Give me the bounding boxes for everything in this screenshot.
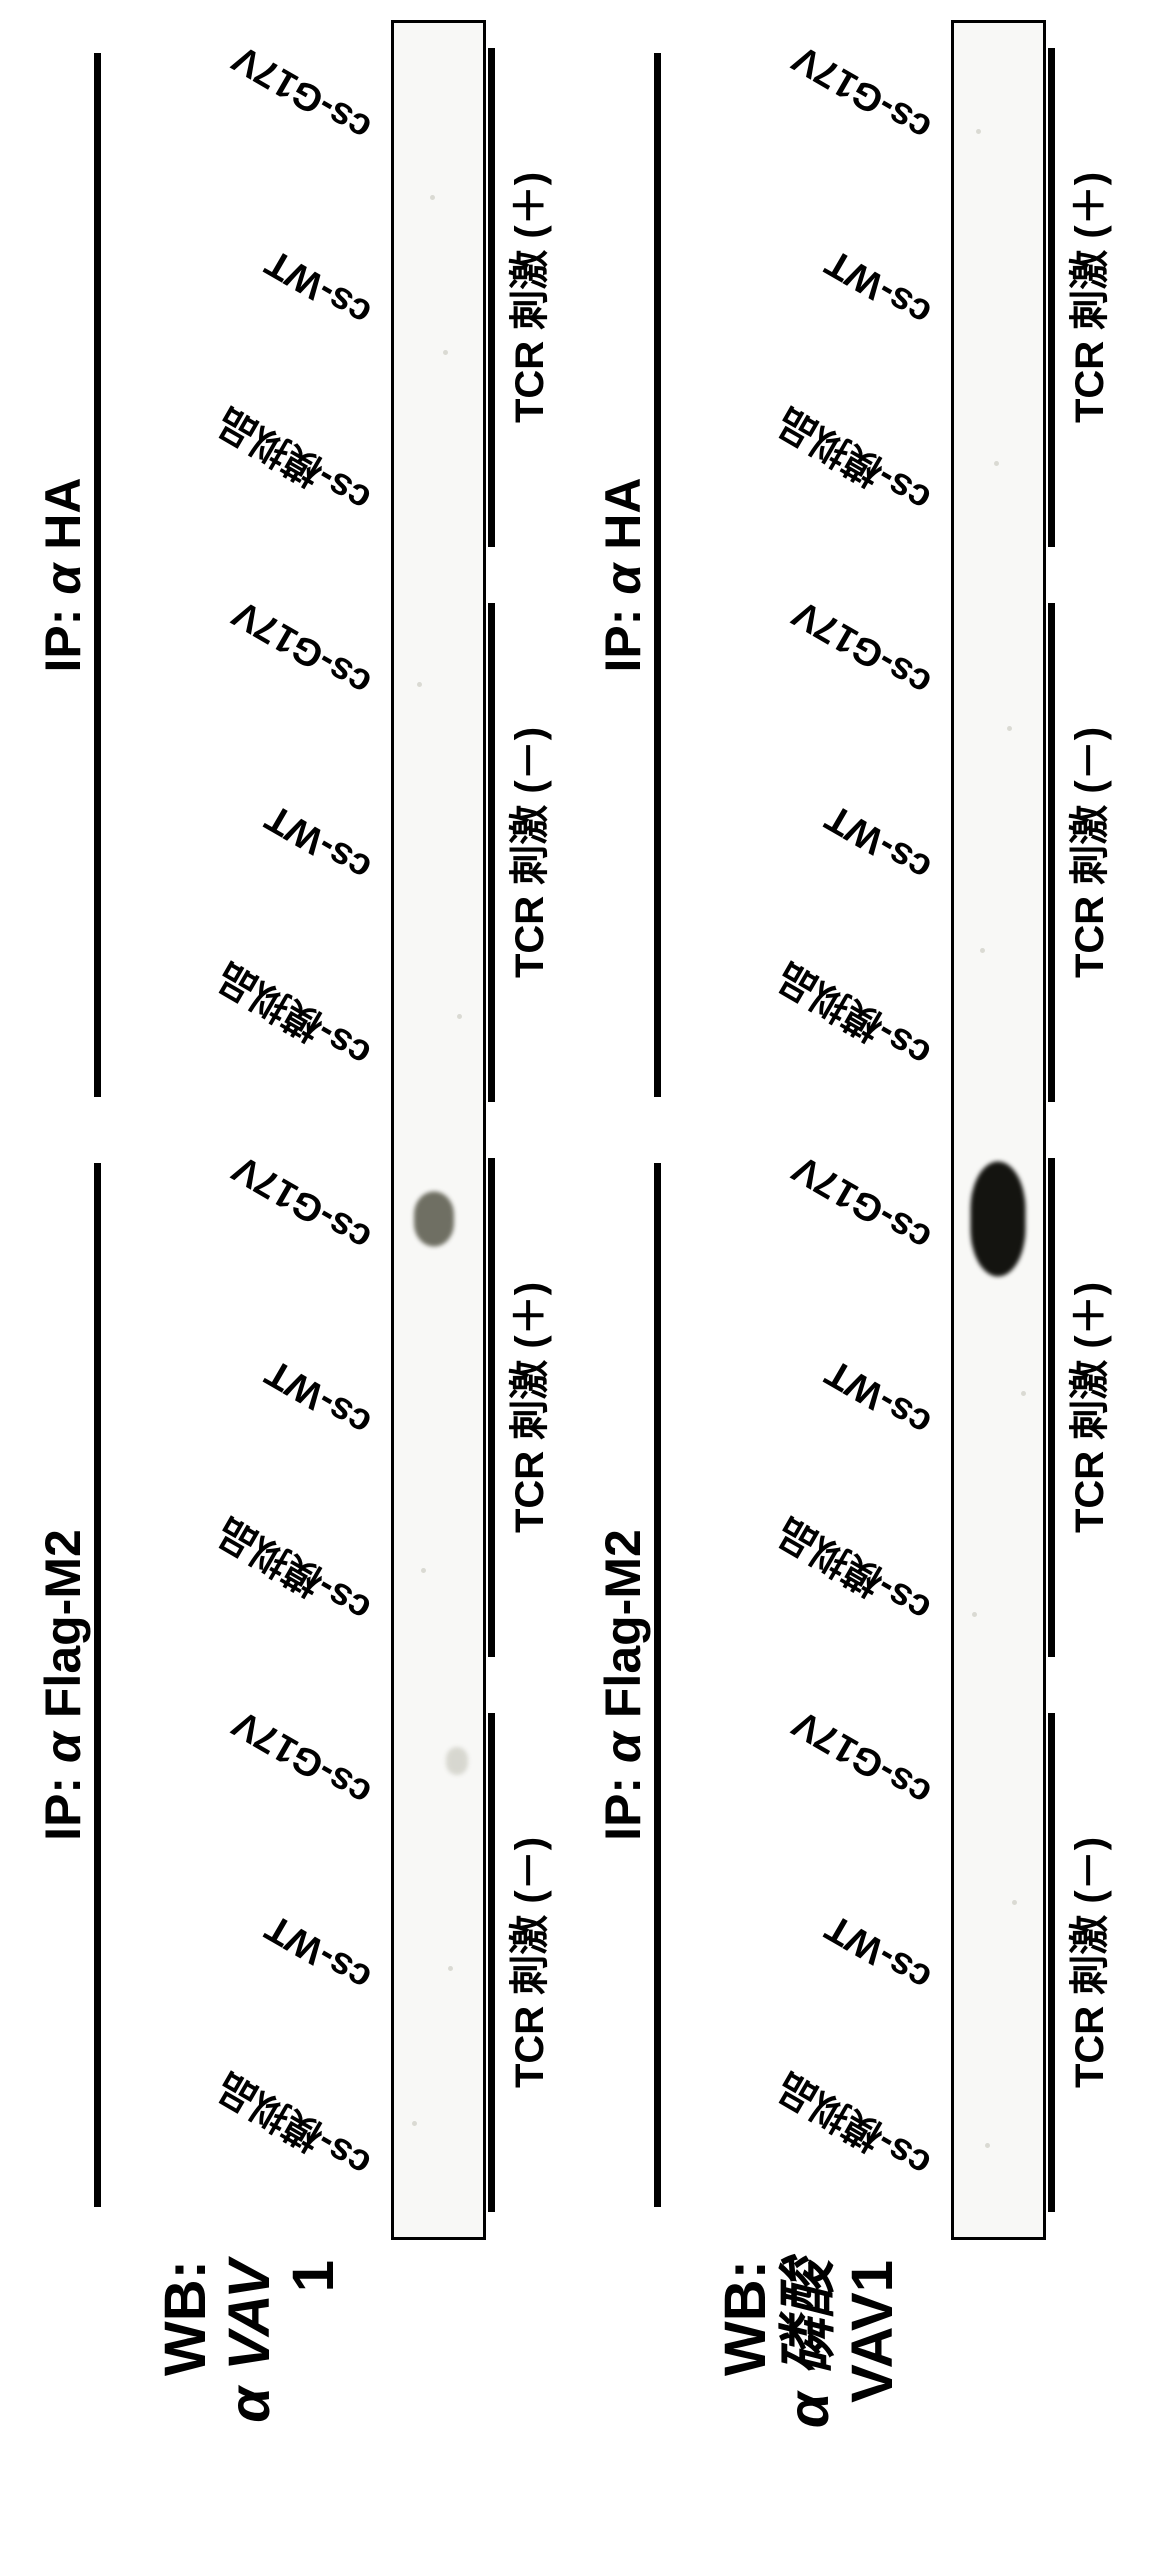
lane: cs-G17V xyxy=(101,575,389,760)
lane: cs-WT xyxy=(101,760,389,945)
panel-top-content: IP: α Flag-M2 IP: α HA cs-模拟品 cs-WT cs-G… xyxy=(31,20,568,2240)
panel-bottom: WB: α 磷酸 VAV1 IP: α Flag-M2 IP: α HA xyxy=(591,20,1128,2540)
lane: cs-G17V xyxy=(661,1685,949,1870)
tcr-row: TCR 刺激 (－) TCR 刺激 (＋) TCR 刺激 (－) TCR 刺激 … xyxy=(1048,20,1128,2240)
wb-line3: 1 xyxy=(282,2260,346,2292)
lane: cs-G17V xyxy=(661,575,949,760)
lane: cs-WT xyxy=(661,1870,949,2055)
wb-line2: α VAV xyxy=(218,2260,282,2423)
lane: cs-模拟品 xyxy=(661,2055,949,2240)
lane: cs-模拟品 xyxy=(661,945,949,1130)
panel-top: WB: α VAV 1 IP: α Flag-M2 IP: α HA xyxy=(31,20,568,2540)
wb-line2: α 磷酸 xyxy=(777,2260,841,2428)
lane: cs-WT xyxy=(101,1315,389,1500)
figure-wrapper: WB: α VAV 1 IP: α Flag-M2 IP: α HA xyxy=(0,0,1159,2560)
wb-line1: WB: xyxy=(714,2260,778,2376)
lane: cs-模拟品 xyxy=(101,2055,389,2240)
wb-label-bottom: WB: α 磷酸 VAV1 xyxy=(714,2240,1005,2540)
lane: cs-模拟品 xyxy=(661,1500,949,1685)
lane: cs-WT xyxy=(661,760,949,945)
lane: cs-WT xyxy=(661,1315,949,1500)
tcr-quarter: TCR 刺激 (＋) xyxy=(1048,20,1128,575)
lane: cs-模拟品 xyxy=(661,390,949,575)
tcr-quarter: TCR 刺激 (－) xyxy=(488,575,568,1130)
tcr-quarter: TCR 刺激 (－) xyxy=(1048,1685,1128,2240)
lanes-row-top: cs-模拟品 cs-WT cs-G17V cs-模拟品 cs-WT cs-G17… xyxy=(101,20,389,2240)
tcr-quarter: TCR 刺激 (＋) xyxy=(488,1130,568,1685)
lane: cs-模拟品 xyxy=(101,390,389,575)
wb-line1: WB: xyxy=(154,2260,218,2376)
tcr-quarter: TCR 刺激 (－) xyxy=(1048,575,1128,1130)
lane: cs-WT xyxy=(101,205,389,390)
wb-line3: VAV1 xyxy=(841,2260,905,2403)
panel-bottom-content: IP: α Flag-M2 IP: α HA cs-模拟品 cs-WT cs-G… xyxy=(591,20,1128,2240)
ip-right-underline xyxy=(654,53,661,1096)
lanes-row-bottom: cs-模拟品 cs-WT cs-G17V cs-模拟品 cs-WT cs-G17… xyxy=(661,20,949,2240)
lane: cs-模拟品 xyxy=(101,945,389,1130)
ip-left: IP: α Flag-M2 xyxy=(31,1130,101,2240)
tcr-quarter: TCR 刺激 (＋) xyxy=(488,20,568,575)
wb-label-top: WB: α VAV 1 xyxy=(154,2240,445,2540)
lane: cs-G17V xyxy=(101,1130,389,1315)
tcr-quarter: TCR 刺激 (＋) xyxy=(1048,1130,1128,1685)
tcr-quarter: TCR 刺激 (－) xyxy=(488,1685,568,2240)
ip-row: IP: α Flag-M2 IP: α HA xyxy=(591,20,661,2240)
lane: cs-WT xyxy=(101,1870,389,2055)
ip-left-underline xyxy=(654,1163,661,2206)
lane: cs-模拟品 xyxy=(101,1500,389,1685)
blot-strip-bottom xyxy=(951,20,1046,2240)
ip-row: IP: α Flag-M2 IP: α HA xyxy=(31,20,101,2240)
lane: cs-G17V xyxy=(101,1685,389,1870)
lane: cs-G17V xyxy=(661,1130,949,1315)
tcr-row: TCR 刺激 (－) TCR 刺激 (＋) TCR 刺激 (－) TCR 刺激 … xyxy=(488,20,568,2240)
ip-right: IP: α HA xyxy=(31,20,101,1130)
ip-right-underline xyxy=(94,53,101,1096)
blot-strip-top xyxy=(391,20,486,2240)
lane: cs-WT xyxy=(661,205,949,390)
lane: cs-G17V xyxy=(661,20,949,205)
lane: cs-G17V xyxy=(101,20,389,205)
ip-left: IP: α Flag-M2 xyxy=(591,1130,661,2240)
ip-left-underline xyxy=(94,1163,101,2206)
ip-right: IP: α HA xyxy=(591,20,661,1130)
